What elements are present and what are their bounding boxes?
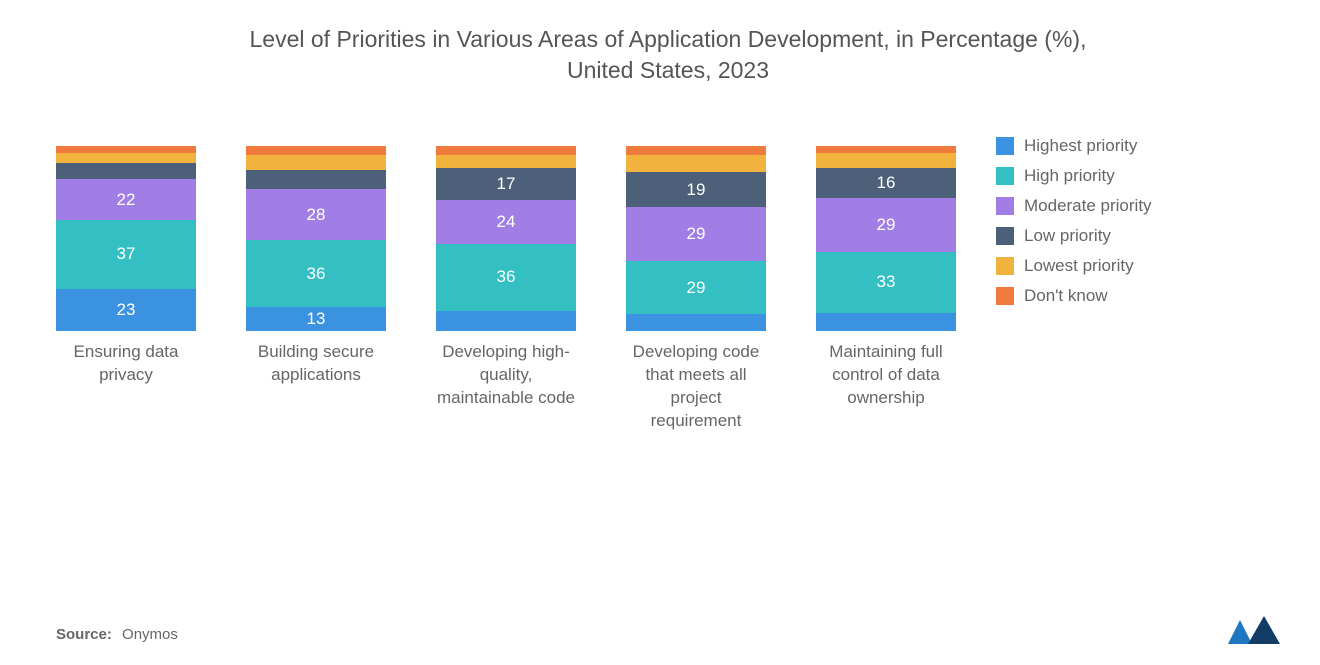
segment-value: 17 [497, 174, 516, 194]
category-label: Developing high-quality, maintainable co… [436, 341, 576, 410]
bar-segment: 22 [56, 179, 196, 220]
segment-value: 22 [117, 190, 136, 210]
segment-value: 24 [497, 212, 516, 232]
stacked-bar: 36 24 17 [436, 146, 576, 331]
segment-value: 28 [307, 205, 326, 225]
bar-segment [56, 146, 196, 153]
segment-value: 33 [877, 272, 896, 292]
bar-segment [626, 146, 766, 155]
segment-value: 36 [497, 267, 516, 287]
bar-segment: 36 [436, 244, 576, 311]
legend-item: High priority [996, 166, 1152, 186]
segment-value: 13 [307, 309, 326, 329]
bar-segment: 33 [816, 252, 956, 313]
bar-column: 36 24 17 Developing high-quality, maintaina… [436, 146, 576, 410]
bar-segment: 28 [246, 189, 386, 241]
bar-segment [626, 314, 766, 331]
legend-item: Lowest priority [996, 256, 1152, 276]
bar-segment [56, 163, 196, 180]
bar-segment [436, 146, 576, 155]
legend: Highest priority High priority Moderate pr… [996, 136, 1152, 306]
source-key: Source: [56, 626, 112, 643]
segment-value: 16 [877, 173, 896, 193]
chart-container: Level of Priorities in Various Areas of … [0, 0, 1320, 665]
category-label: Developing code that meets all project r… [626, 341, 766, 433]
stacked-bar: 13 36 28 [246, 146, 386, 331]
legend-swatch [996, 287, 1014, 305]
bar-segment: 13 [246, 307, 386, 331]
legend-label: Highest priority [1024, 136, 1137, 156]
bar-segment [246, 170, 386, 189]
bar-segment: 19 [626, 172, 766, 207]
bar-segment [816, 146, 956, 153]
bar-column: 23 37 22 Ensuring data privacy [56, 146, 196, 387]
bar-segment: 16 [816, 168, 956, 198]
category-label: Maintaining full control of data ownersh… [816, 341, 956, 410]
legend-item: Moderate priority [996, 196, 1152, 216]
legend-label: Low priority [1024, 226, 1111, 246]
source-line: Source: Onymos [56, 626, 178, 643]
source-value: Onymos [122, 626, 178, 643]
category-label: Building secure applications [246, 341, 386, 387]
bar-segment [436, 155, 576, 168]
brand-logo-icon [1226, 614, 1286, 646]
legend-swatch [996, 197, 1014, 215]
legend-swatch [996, 257, 1014, 275]
legend-item: Highest priority [996, 136, 1152, 156]
stacked-bar: 33 29 16 [816, 146, 956, 331]
legend-label: High priority [1024, 166, 1115, 186]
bar-segment [246, 146, 386, 155]
legend-swatch [996, 137, 1014, 155]
segment-value: 19 [687, 180, 706, 200]
bar-segment: 29 [626, 261, 766, 315]
chart-area: 23 37 22 Ensuring data privacy 13 36 28 Buildin… [56, 146, 1280, 433]
legend-label: Don't know [1024, 286, 1108, 306]
bar-segment: 36 [246, 240, 386, 307]
bar-segment: 23 [56, 289, 196, 332]
legend-swatch [996, 167, 1014, 185]
brand-logo [1226, 614, 1286, 651]
legend-item: Don't know [996, 286, 1152, 306]
legend-label: Moderate priority [1024, 196, 1152, 216]
bar-segment [816, 153, 956, 168]
stacked-bar: 29 29 19 [626, 146, 766, 331]
bar-segment: 29 [626, 207, 766, 261]
segment-value: 23 [117, 300, 136, 320]
bar-segment: 17 [436, 168, 576, 199]
bar-column: 13 36 28 Building secure applications [246, 146, 386, 387]
segment-value: 29 [687, 224, 706, 244]
bar-segment: 24 [436, 200, 576, 244]
bar-segment [436, 311, 576, 331]
legend-label: Lowest priority [1024, 256, 1134, 276]
bar-segment [56, 153, 196, 162]
chart-title: Level of Priorities in Various Areas of … [218, 24, 1118, 86]
segment-value: 29 [877, 215, 896, 235]
bar-segment [626, 155, 766, 172]
segment-value: 37 [117, 244, 136, 264]
stacked-bar: 23 37 22 [56, 146, 196, 331]
legend-item: Low priority [996, 226, 1152, 246]
bar-segment: 29 [816, 198, 956, 252]
legend-swatch [996, 227, 1014, 245]
bar-column: 29 29 19 Developing code that meets all pro… [626, 146, 766, 433]
segment-value: 36 [307, 264, 326, 284]
bar-segment [816, 313, 956, 332]
segment-value: 29 [687, 278, 706, 298]
bar-column: 33 29 16 Maintaining full control of data o… [816, 146, 956, 410]
bar-segment [246, 155, 386, 170]
bar-segment: 37 [56, 220, 196, 288]
bars-wrap: 23 37 22 Ensuring data privacy 13 36 28 Buildin… [56, 146, 956, 433]
category-label: Ensuring data privacy [56, 341, 196, 387]
